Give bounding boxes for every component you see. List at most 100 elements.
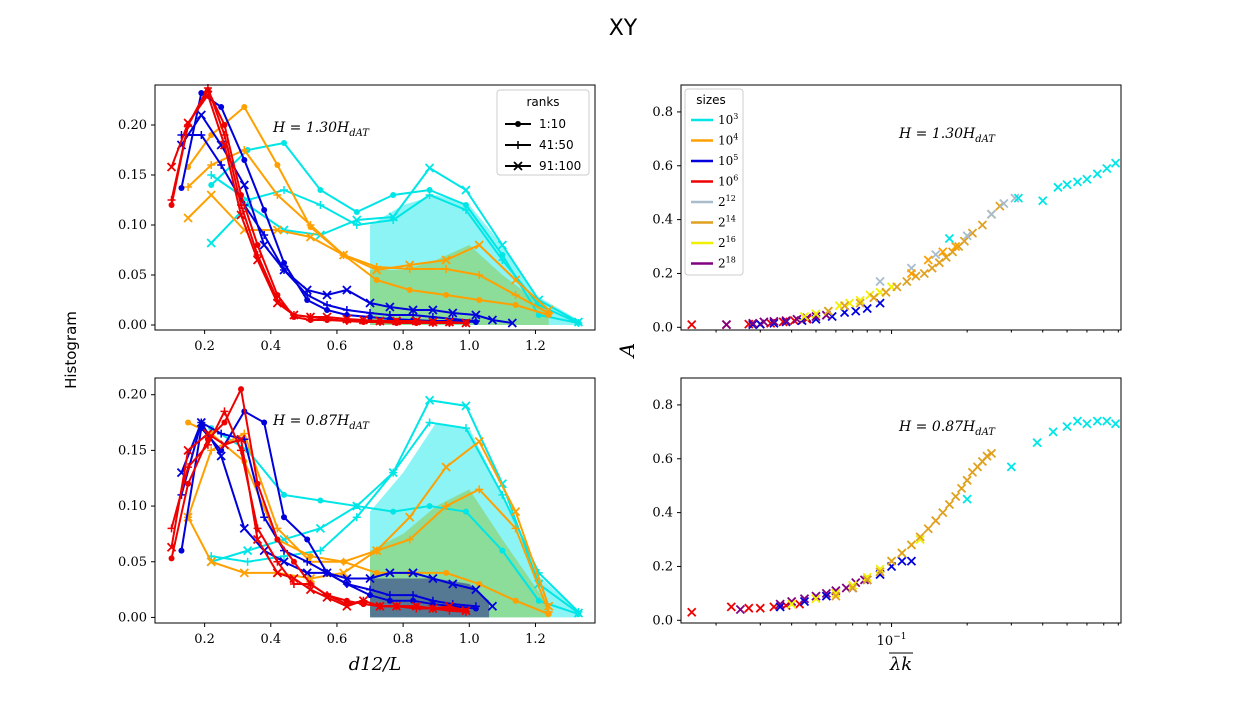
series-3-point bbox=[443, 292, 450, 298]
series-5-point bbox=[1082, 419, 1092, 429]
series-4-point bbox=[951, 491, 961, 502]
annotation-subscript: dAT bbox=[349, 128, 370, 139]
y-tick-label: 0.4 bbox=[652, 213, 673, 228]
series-8-point bbox=[216, 451, 226, 461]
series-4-point bbox=[934, 258, 944, 268]
series-1-point bbox=[862, 303, 872, 314]
series-4-point bbox=[919, 268, 929, 279]
series-11-point bbox=[183, 445, 193, 456]
series-7-point bbox=[471, 602, 480, 611]
series-11-point bbox=[428, 603, 438, 614]
series-5-point bbox=[1062, 421, 1072, 432]
series-8-point bbox=[408, 568, 418, 578]
series-9-point bbox=[254, 480, 261, 487]
series-10-point bbox=[289, 580, 298, 589]
series-4-point bbox=[875, 567, 885, 577]
series-3-point bbox=[512, 597, 519, 604]
series-11-point bbox=[289, 310, 299, 320]
series-9-point bbox=[290, 558, 297, 565]
x-tick-exponent: −1 bbox=[893, 632, 906, 642]
series-2-point bbox=[315, 523, 326, 533]
legend-title: sizes bbox=[696, 93, 726, 107]
series-9-point bbox=[254, 242, 261, 248]
series-11-point bbox=[444, 601, 455, 611]
series-9-point bbox=[221, 419, 228, 426]
scatter-bottom-panel: 0.0 0.2 0.4 0.6 0.8 10−1 H = 0.87HdAT λk bbox=[652, 377, 1122, 675]
series-8-point bbox=[302, 285, 312, 295]
series-2-point bbox=[573, 317, 584, 327]
series-5-point bbox=[474, 436, 484, 447]
series-2-point bbox=[461, 401, 471, 411]
series-6-point bbox=[324, 307, 331, 313]
series-11-point bbox=[428, 317, 438, 327]
series-4-point bbox=[184, 183, 193, 191]
series-6-point bbox=[923, 255, 933, 265]
series-3-point bbox=[787, 599, 797, 609]
series-1-point bbox=[498, 490, 507, 499]
axes-frame bbox=[680, 84, 1122, 331]
y-tick-label: 0.0 bbox=[652, 613, 673, 628]
series-6-point bbox=[367, 592, 374, 599]
series-11-point bbox=[236, 210, 246, 220]
series-8-point bbox=[279, 557, 289, 567]
series-5-point bbox=[1092, 416, 1102, 426]
series-9-point bbox=[168, 202, 175, 208]
series-8-point bbox=[408, 305, 418, 315]
series-2-point bbox=[897, 556, 907, 566]
series-11-point bbox=[322, 312, 332, 322]
series-1-point bbox=[781, 317, 791, 327]
legend-exponent: 12 bbox=[726, 194, 736, 203]
series-5-point bbox=[931, 249, 941, 260]
series-5-point bbox=[1072, 416, 1083, 426]
series-8-point bbox=[471, 310, 481, 320]
series-7-point bbox=[1102, 163, 1112, 174]
series-2-point bbox=[748, 318, 758, 328]
series-7-point bbox=[303, 291, 312, 299]
series-6-point bbox=[304, 297, 311, 303]
histogram-top-panel: 0.00 0.05 0.10 0.15 0.20 0.2 0.4 0.6 0.8 1.0 1.2 H … bbox=[118, 84, 596, 354]
series-3-point bbox=[241, 104, 248, 110]
series-2-point bbox=[388, 212, 398, 222]
series-6-point bbox=[938, 247, 948, 257]
series-6-point bbox=[281, 260, 288, 266]
series-4-point bbox=[897, 548, 907, 558]
series-2-point bbox=[781, 315, 791, 326]
annotation-subscript: dAT bbox=[975, 134, 996, 145]
series-3-point bbox=[875, 564, 885, 574]
axes-frame bbox=[154, 377, 596, 624]
series-1-point bbox=[316, 201, 325, 209]
series-1-point bbox=[851, 306, 861, 316]
series-5-point bbox=[1102, 416, 1112, 426]
series-11-point bbox=[444, 317, 455, 327]
series-3-point bbox=[844, 298, 855, 308]
series-5-point bbox=[405, 512, 415, 522]
series-7-point bbox=[342, 580, 351, 589]
series-7-point bbox=[1072, 177, 1083, 187]
series-8-point bbox=[507, 318, 517, 328]
series-1-point bbox=[839, 307, 850, 318]
series-2-point bbox=[424, 163, 435, 173]
series-7-point bbox=[428, 596, 437, 605]
series-6-point bbox=[261, 207, 268, 213]
series-5-point bbox=[474, 240, 484, 250]
series-5-point bbox=[1110, 419, 1121, 429]
y-tick-label: 0.4 bbox=[652, 506, 673, 521]
panel-annotation: H = 0.87HdAT bbox=[272, 413, 370, 432]
series-11-point bbox=[236, 434, 246, 444]
series-1-point bbox=[461, 206, 470, 214]
series-8-point bbox=[196, 110, 206, 120]
series-5-point bbox=[510, 506, 521, 517]
series-8-point bbox=[239, 523, 249, 533]
series-4-point bbox=[881, 287, 891, 297]
series-5-point bbox=[986, 209, 997, 219]
series-5-point bbox=[372, 265, 382, 275]
series-3-point bbox=[831, 588, 841, 599]
series-0-point bbox=[390, 192, 397, 198]
series-0-point bbox=[390, 508, 397, 515]
series-line-5 bbox=[187, 439, 550, 607]
y-tick-label: 0.20 bbox=[118, 118, 147, 133]
series-7-point bbox=[1038, 196, 1048, 206]
series-11-point bbox=[358, 596, 369, 606]
series-4-point bbox=[273, 524, 282, 533]
series-4-point bbox=[931, 516, 941, 526]
